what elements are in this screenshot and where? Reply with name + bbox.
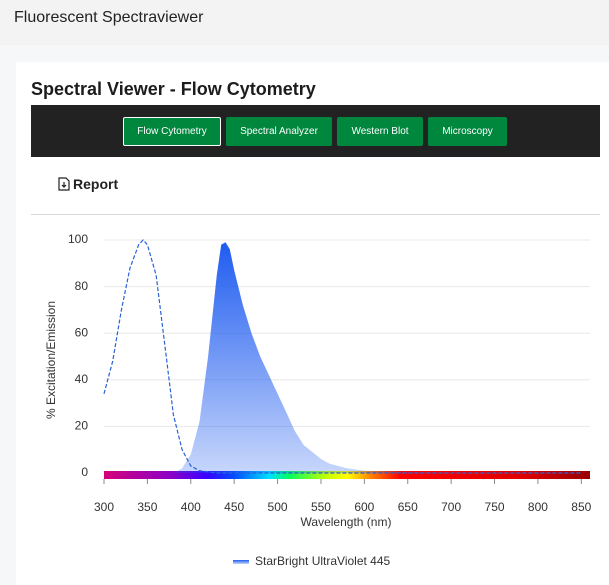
x-tick-label: 550 — [311, 500, 331, 514]
y-tick-label: 100 — [68, 232, 88, 246]
top-bar: Fluorescent Spectraviewer — [0, 0, 609, 45]
y-tick-label: 80 — [75, 279, 89, 293]
spectrum-bar — [104, 471, 590, 479]
y-tick-label: 60 — [75, 325, 89, 339]
y-tick-label: 0 — [81, 465, 88, 479]
x-tick-label: 850 — [571, 500, 591, 514]
x-tick-label: 450 — [224, 500, 244, 514]
x-tick-label: 800 — [528, 500, 548, 514]
y-axis-label: % Excitation/Emission — [44, 301, 58, 419]
x-axis-label: Wavelength (nm) — [301, 515, 392, 529]
emission-area — [173, 242, 582, 473]
y-tick-label: 20 — [75, 419, 89, 433]
report-label: Report — [73, 176, 119, 192]
tab[interactable]: Spectral Analyzer — [226, 117, 332, 146]
app-title: Fluorescent Spectraviewer — [14, 9, 204, 26]
y-tick-label: 40 — [75, 372, 89, 386]
tab[interactable]: Western Blot — [337, 117, 423, 146]
report-button[interactable]: Report — [58, 176, 118, 192]
x-tick-label: 700 — [441, 500, 461, 514]
chart: % Excitation/Emission Wavelength (nm) 0 2… — [44, 232, 591, 568]
x-tick-label: 650 — [398, 500, 418, 514]
excitation-line — [103, 239, 582, 474]
x-tick-label: 350 — [137, 500, 157, 514]
tab[interactable]: Microscopy — [428, 117, 507, 146]
panel-title: Spectral Viewer - Flow Cytometry — [31, 79, 316, 99]
report-icon — [58, 177, 70, 191]
tab[interactable]: Flow Cytometry — [123, 117, 221, 146]
separator — [31, 214, 600, 215]
x-tick-label: 400 — [181, 500, 201, 514]
x-tick-label: 750 — [485, 500, 505, 514]
x-tick-label: 500 — [268, 500, 288, 514]
x-tick-label: 600 — [354, 500, 374, 514]
legend-label: StarBright UltraViolet 445 — [255, 554, 391, 568]
x-tick-label: 300 — [94, 500, 114, 514]
legend-swatch — [233, 560, 249, 564]
